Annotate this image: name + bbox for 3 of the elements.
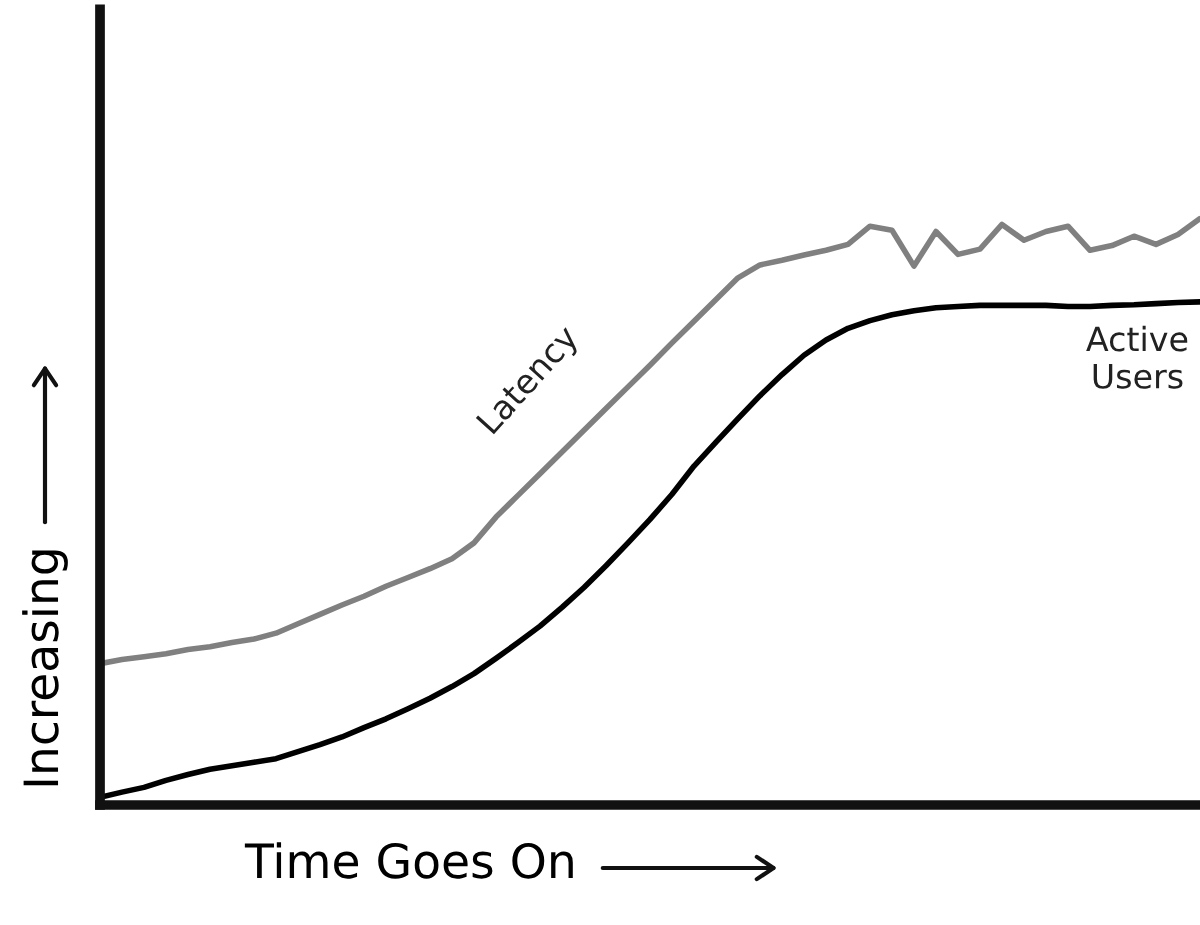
series-label: Active Users bbox=[1086, 325, 1188, 389]
y-axis-title: Increasing bbox=[22, 550, 68, 786]
x-axis-title: Time Goes On bbox=[244, 842, 573, 879]
